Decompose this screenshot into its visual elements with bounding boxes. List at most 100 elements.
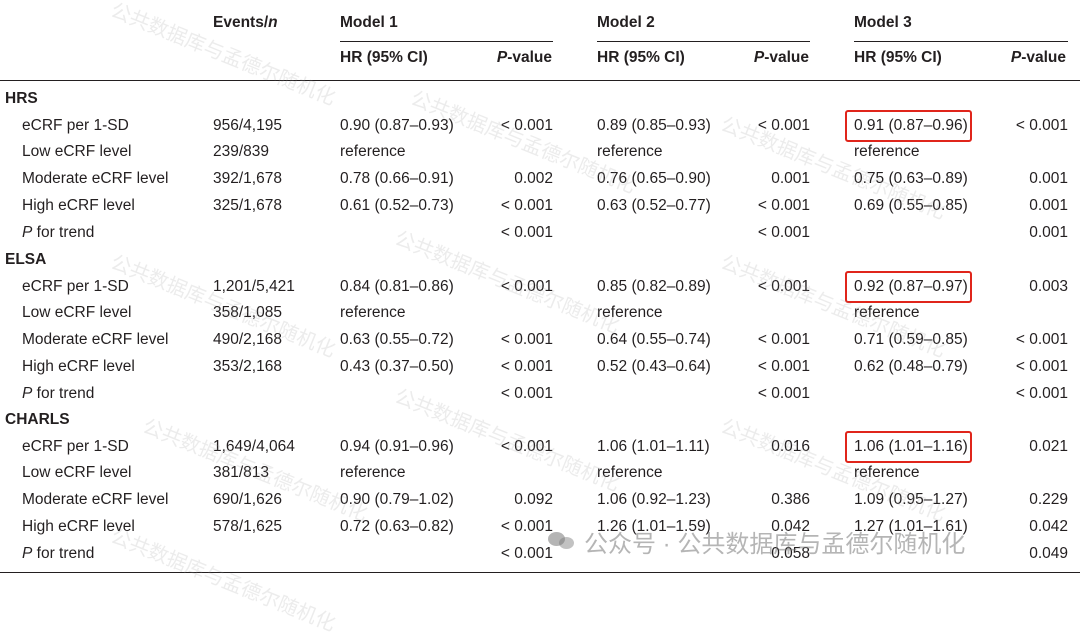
model-3-hr: 1.27 (1.01–1.61) bbox=[854, 518, 968, 535]
model-1-hr: 0.78 (0.66–0.91) bbox=[340, 170, 454, 187]
header-p-1: P-value bbox=[496, 49, 552, 66]
row-label-text: Moderate eCRF level bbox=[22, 331, 169, 348]
row-label-text: for trend bbox=[32, 224, 95, 241]
results-table: Events/n Model 1 Model 2 Model 3 HR (95%… bbox=[0, 14, 1080, 573]
model-2-p: < 0.001 bbox=[757, 117, 810, 134]
wechat-logo-icon bbox=[548, 530, 576, 552]
model-2-hr: 0.76 (0.65–0.90) bbox=[597, 170, 711, 187]
row-label-text: Moderate eCRF level bbox=[22, 170, 169, 187]
model-1-p: 0.092 bbox=[514, 491, 553, 508]
row-label: P for trend bbox=[22, 223, 94, 243]
model-1-p: < 0.001 bbox=[500, 438, 553, 455]
row-label: High eCRF level bbox=[22, 517, 135, 537]
wechat-watermark: 公众号 · 公共数据库与孟德尔随机化 bbox=[548, 524, 965, 558]
row-label: High eCRF level bbox=[22, 357, 135, 377]
row-label-text: eCRF per 1-SD bbox=[22, 117, 129, 134]
table-bottom-rule bbox=[0, 572, 1080, 573]
events-cell: 381/813 bbox=[213, 464, 270, 481]
model-2-hr: 0.85 (0.82–0.89) bbox=[597, 278, 711, 295]
model-2-p: 0.386 bbox=[771, 491, 810, 508]
model-2-hr: 1.06 (0.92–1.23) bbox=[597, 491, 711, 508]
model-1-hr: reference bbox=[340, 464, 406, 481]
model-1-hr: 0.90 (0.79–1.02) bbox=[340, 491, 454, 508]
row-label: Moderate eCRF level bbox=[22, 490, 168, 510]
model-3-p: 0.042 bbox=[1029, 518, 1068, 535]
model-3-hr: 0.71 (0.59–0.85) bbox=[854, 331, 968, 348]
model-3-hr: 0.92 (0.87–0.97) bbox=[854, 278, 968, 295]
events-cell: 239/839 bbox=[213, 143, 270, 160]
model-2-p: < 0.001 bbox=[757, 358, 810, 375]
row-label-text: eCRF per 1-SD bbox=[22, 438, 129, 455]
events-cell: 1,649/4,064 bbox=[213, 438, 295, 455]
model-2-hr: 0.63 (0.52–0.77) bbox=[597, 197, 711, 214]
events-cell: 358/1,085 bbox=[213, 304, 282, 321]
model-1-p: < 0.001 bbox=[500, 117, 553, 134]
model-3-hr: 0.75 (0.63–0.89) bbox=[854, 170, 968, 187]
row-label: Moderate eCRF level bbox=[22, 169, 168, 189]
row-label-text: eCRF per 1-SD bbox=[22, 278, 129, 295]
row-label-text: Low eCRF level bbox=[22, 464, 132, 481]
row-label-italic: P bbox=[22, 224, 33, 241]
header-hr-1: HR (95% CI) bbox=[340, 49, 428, 66]
model-2-p: < 0.001 bbox=[757, 331, 810, 348]
model-3-p: 0.001 bbox=[1029, 224, 1068, 241]
model-1-p: < 0.001 bbox=[500, 545, 553, 562]
model-1-hr: 0.94 (0.91–0.96) bbox=[340, 438, 454, 455]
model-3-hr: 0.69 (0.55–0.85) bbox=[854, 197, 968, 214]
header-bottom-rule bbox=[0, 80, 1080, 81]
row-label-text: High eCRF level bbox=[22, 358, 135, 375]
row-label: Moderate eCRF level bbox=[22, 330, 168, 350]
row-label: High eCRF level bbox=[22, 196, 135, 216]
model-3-hr: 1.09 (0.95–1.27) bbox=[854, 491, 968, 508]
header-model-2: Model 2 bbox=[597, 14, 655, 31]
row-label-text: Low eCRF level bbox=[22, 304, 132, 321]
section-title: ELSA bbox=[5, 251, 47, 268]
row-label: eCRF per 1-SD bbox=[22, 277, 129, 297]
model-3-hr: reference bbox=[854, 464, 920, 481]
events-cell: 353/2,168 bbox=[213, 358, 282, 375]
highlight-box bbox=[845, 110, 972, 142]
model-3-p: 0.229 bbox=[1029, 491, 1068, 508]
model-1-hr: 0.72 (0.63–0.82) bbox=[340, 518, 454, 535]
model-1-hr: 0.43 (0.37–0.50) bbox=[340, 358, 454, 375]
row-label: Low eCRF level bbox=[22, 142, 131, 162]
model-3-underline bbox=[854, 41, 1068, 42]
model-2-p: 0.001 bbox=[771, 170, 810, 187]
model-2-hr: 1.26 (1.01–1.59) bbox=[597, 518, 711, 535]
model-1-p: < 0.001 bbox=[500, 358, 553, 375]
model-2-hr: reference bbox=[597, 304, 663, 321]
events-cell: 392/1,678 bbox=[213, 170, 282, 187]
model-3-p: < 0.001 bbox=[1015, 385, 1068, 402]
model-1-underline bbox=[340, 41, 553, 42]
model-2-p: < 0.001 bbox=[757, 224, 810, 241]
model-3-p: < 0.001 bbox=[1015, 358, 1068, 375]
model-1-hr: reference bbox=[340, 304, 406, 321]
model-2-p: 0.042 bbox=[771, 518, 810, 535]
model-3-p: < 0.001 bbox=[1015, 117, 1068, 134]
model-1-p: 0.002 bbox=[514, 170, 553, 187]
model-3-hr: 0.62 (0.48–0.79) bbox=[854, 358, 968, 375]
model-1-hr: 0.90 (0.87–0.93) bbox=[340, 117, 454, 134]
model-1-hr: reference bbox=[340, 143, 406, 160]
section-title: HRS bbox=[5, 90, 38, 107]
events-cell: 578/1,625 bbox=[213, 518, 282, 535]
row-label: Low eCRF level bbox=[22, 463, 131, 483]
model-2-p: < 0.001 bbox=[757, 278, 810, 295]
row-label-text: for trend bbox=[32, 385, 95, 402]
model-3-p: 0.001 bbox=[1029, 170, 1068, 187]
wechat-watermark-text: 公众号 · 公共数据库与孟德尔随机化 bbox=[584, 530, 966, 558]
row-label-text: Moderate eCRF level bbox=[22, 491, 169, 508]
model-3-p: 0.021 bbox=[1029, 438, 1068, 455]
events-cell: 490/2,168 bbox=[213, 331, 282, 348]
header-events: Events/n bbox=[213, 14, 278, 31]
model-1-p: < 0.001 bbox=[500, 278, 553, 295]
model-1-p: < 0.001 bbox=[500, 385, 553, 402]
header-model-3: Model 3 bbox=[854, 14, 912, 31]
row-label: P for trend bbox=[22, 544, 94, 564]
model-2-hr: 1.06 (1.01–1.11) bbox=[597, 438, 710, 455]
row-label-italic: P bbox=[22, 385, 33, 402]
events-cell: 325/1,678 bbox=[213, 197, 282, 214]
row-label: eCRF per 1-SD bbox=[22, 437, 129, 457]
model-2-hr: 0.64 (0.55–0.74) bbox=[597, 331, 711, 348]
model-1-hr: 0.84 (0.81–0.86) bbox=[340, 278, 454, 295]
